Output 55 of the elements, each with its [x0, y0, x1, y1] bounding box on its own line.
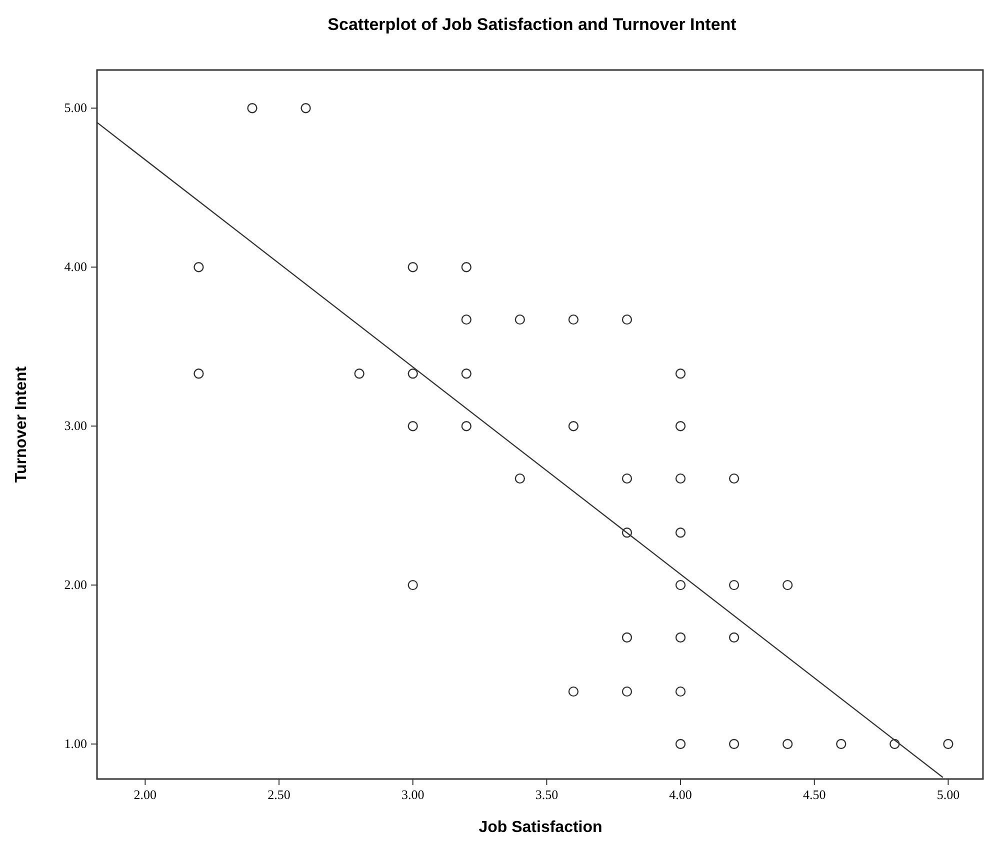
point	[461, 314, 472, 325]
point	[728, 738, 740, 750]
y-tick-label: 1.00	[64, 736, 87, 752]
point	[675, 632, 686, 643]
x-tick-label: 5.00	[936, 787, 960, 802]
point	[568, 420, 579, 432]
y-tick-label: 3.00	[64, 418, 87, 434]
x-axis-title: Job Satisfaction	[478, 819, 602, 836]
x-tick-label: 3.50	[535, 787, 558, 802]
point	[728, 580, 740, 590]
point	[568, 686, 579, 697]
point	[247, 103, 258, 114]
point	[675, 580, 686, 590]
point	[622, 528, 632, 538]
y-tick-label: 2.00	[64, 577, 87, 592]
point	[300, 103, 311, 114]
point	[728, 632, 740, 643]
point	[675, 368, 686, 379]
x-tick-label: 2.50	[268, 787, 290, 802]
x-tick-label: 4.50	[802, 787, 826, 802]
point	[461, 368, 472, 379]
point	[728, 473, 740, 484]
point	[622, 314, 632, 325]
x-tick-label: 4.00	[669, 787, 692, 802]
point	[408, 368, 418, 379]
y-axis-title: Turnover Intent	[13, 366, 30, 483]
point	[675, 686, 686, 697]
y-tick-label: 4.00	[64, 259, 87, 274]
point	[622, 632, 632, 643]
x-tick-label: 2.00	[134, 787, 157, 802]
point	[890, 738, 900, 750]
point	[568, 314, 579, 325]
point	[408, 580, 418, 590]
point	[408, 262, 418, 272]
point	[622, 686, 632, 697]
point	[194, 262, 204, 272]
x-tick-label: 3.00	[401, 787, 424, 802]
point	[782, 580, 793, 590]
point	[408, 420, 418, 432]
point	[675, 528, 686, 538]
point	[194, 368, 204, 379]
point	[782, 738, 793, 750]
point	[622, 473, 632, 484]
point	[836, 738, 846, 750]
point	[943, 738, 954, 750]
point	[514, 314, 526, 325]
point	[461, 420, 472, 432]
point	[675, 420, 686, 432]
point	[354, 368, 364, 379]
y-tick-label: 5.00	[64, 100, 87, 116]
point	[675, 473, 686, 484]
chart-title: Scatterplot of Job Satisfaction and Turnover Intent	[328, 15, 737, 34]
point	[514, 473, 526, 484]
point	[461, 262, 472, 272]
point	[675, 738, 686, 750]
